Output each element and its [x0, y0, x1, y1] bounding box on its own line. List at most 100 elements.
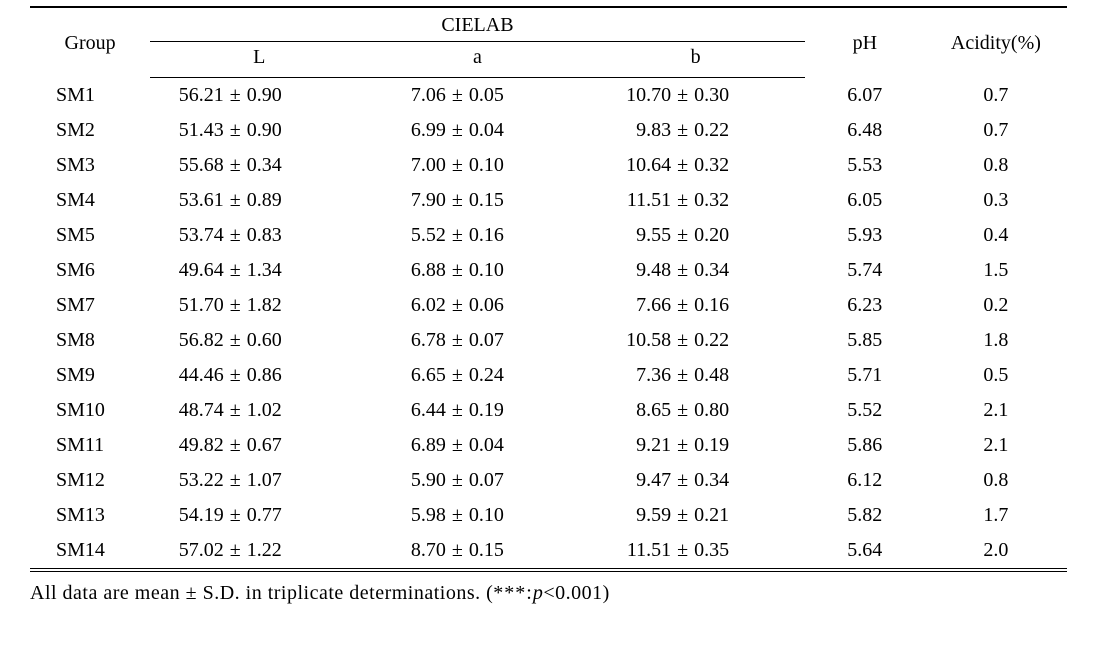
plus-minus-icon: ± — [452, 259, 463, 282]
plus-minus-icon: ± — [677, 119, 688, 142]
table-row: SM251.43±0.906.99±0.049.83±0.226.480.7 — [30, 113, 1067, 148]
cell-L-value: 49.82 — [168, 434, 224, 457]
cell-a: 6.99±0.04 — [368, 113, 586, 148]
plus-minus-icon: ± — [452, 504, 463, 527]
table-row: SM1253.22±1.075.90±0.079.47±0.346.120.8 — [30, 463, 1067, 498]
cell-b: 8.65±0.80 — [587, 393, 805, 428]
cell-L-sd: 1.82 — [247, 294, 303, 317]
cell-b: 9.55±0.20 — [587, 218, 805, 253]
plus-minus-icon: ± — [452, 539, 463, 562]
cell-L-sd: 0.90 — [247, 119, 303, 142]
cell-L: 53.22±1.07 — [150, 463, 368, 498]
plus-minus-icon: ± — [452, 154, 463, 177]
cell-b-sd: 0.30 — [694, 84, 753, 107]
cell-L-value: 53.74 — [168, 224, 224, 247]
cell-a-sd: 0.19 — [469, 399, 521, 422]
cell-group: SM1 — [30, 78, 150, 114]
cell-a-value: 5.98 — [394, 504, 446, 527]
cell-a-value: 6.99 — [394, 119, 446, 142]
cell-a-sd: 0.06 — [469, 294, 521, 317]
plus-minus-icon: ± — [677, 364, 688, 387]
cell-L-sd: 1.34 — [247, 259, 303, 282]
cell-a: 5.98±0.10 — [368, 498, 586, 533]
cell-L-value: 55.68 — [168, 154, 224, 177]
plus-minus-icon: ± — [677, 154, 688, 177]
cell-acidity: 1.5 — [925, 253, 1067, 288]
cell-b: 7.66±0.16 — [587, 288, 805, 323]
cell-b: 9.48±0.34 — [587, 253, 805, 288]
cell-b-value: 10.70 — [613, 84, 672, 107]
cell-a-sd: 0.10 — [469, 154, 521, 177]
cell-L-value: 56.82 — [168, 329, 224, 352]
cell-b: 11.51±0.32 — [587, 183, 805, 218]
footnote-pvar: p — [533, 582, 544, 604]
plus-minus-icon: ± — [452, 364, 463, 387]
cell-ph: 5.85 — [805, 323, 925, 358]
cell-b: 9.47±0.34 — [587, 463, 805, 498]
cell-a: 7.00 ±0.10 — [368, 148, 586, 183]
cell-a-value: 7.00 — [394, 154, 446, 177]
plus-minus-icon: ± — [452, 224, 463, 247]
table-row: SM1149.82±0.676.89±0.049.21±0.195.862.1 — [30, 428, 1067, 463]
cell-acidity: 0.8 — [925, 463, 1067, 498]
plus-minus-icon: ± — [230, 189, 241, 212]
cell-a: 6.44±0.19 — [368, 393, 586, 428]
col-acidity-header: Acidity(%) — [925, 7, 1067, 78]
plus-minus-icon: ± — [230, 154, 241, 177]
col-cielab-header: CIELAB — [150, 7, 805, 42]
cell-L-value: 57.02 — [168, 539, 224, 562]
cell-ph: 5.52 — [805, 393, 925, 428]
cell-L-sd: 0.90 — [247, 84, 303, 107]
cell-b-sd: 0.21 — [694, 504, 753, 527]
plus-minus-icon: ± — [677, 259, 688, 282]
cell-group: SM12 — [30, 463, 150, 498]
cell-L: 56.82±0.60 — [150, 323, 368, 358]
table-row: SM553.74±0.835.52±0.169.55±0.205.930.4 — [30, 218, 1067, 253]
cell-group: SM14 — [30, 533, 150, 570]
data-table: Group CIELAB pH Acidity(%) L a b SM156.2… — [30, 6, 1067, 572]
cell-ph: 5.53 — [805, 148, 925, 183]
cell-L: 56.21±0.90 — [150, 78, 368, 114]
cell-a-value: 7.06 — [394, 84, 446, 107]
cell-b: 10.58±0.22 — [587, 323, 805, 358]
cell-b-value: 9.48 — [613, 259, 672, 282]
cell-b: 10.70±0.30 — [587, 78, 805, 114]
cell-a-sd: 0.24 — [469, 364, 521, 387]
plus-minus-icon: ± — [452, 469, 463, 492]
cell-group: SM10 — [30, 393, 150, 428]
cell-a-sd: 0.15 — [469, 189, 521, 212]
cell-b-value: 7.66 — [613, 294, 672, 317]
cell-a: 7.06±0.05 — [368, 78, 586, 114]
cell-b-value: 9.21 — [613, 434, 672, 457]
cell-a-sd: 0.07 — [469, 329, 521, 352]
cell-a-value: 6.65 — [394, 364, 446, 387]
cell-acidity: 0.3 — [925, 183, 1067, 218]
cell-group: SM9 — [30, 358, 150, 393]
cell-b-value: 9.59 — [613, 504, 672, 527]
cell-acidity: 2.1 — [925, 393, 1067, 428]
cell-L: 53.74±0.83 — [150, 218, 368, 253]
cell-group: SM13 — [30, 498, 150, 533]
cell-a-value: 8.70 — [394, 539, 446, 562]
cell-ph: 5.86 — [805, 428, 925, 463]
cell-b-sd: 0.32 — [694, 154, 753, 177]
cell-acidity: 0.8 — [925, 148, 1067, 183]
cell-ph: 6.23 — [805, 288, 925, 323]
cell-L: 55.68±0.34 — [150, 148, 368, 183]
footnote-tail: <0.001) — [543, 582, 609, 604]
cell-a-sd: 0.10 — [469, 259, 521, 282]
table-header: Group CIELAB pH Acidity(%) L a b — [30, 7, 1067, 78]
cell-b-value: 9.83 — [613, 119, 672, 142]
cell-a: 6.02±0.06 — [368, 288, 586, 323]
table-figure: Group CIELAB pH Acidity(%) L a b SM156.2… — [0, 0, 1097, 655]
plus-minus-icon: ± — [677, 469, 688, 492]
cell-b: 9.21±0.19 — [587, 428, 805, 463]
cell-L-sd: 1.07 — [247, 469, 303, 492]
cell-a: 7.90±0.15 — [368, 183, 586, 218]
cell-acidity: 1.8 — [925, 323, 1067, 358]
table-row: SM453.61±0.897.90±0.1511.51±0.326.050.3 — [30, 183, 1067, 218]
plus-minus-icon: ± — [230, 259, 241, 282]
cell-group: SM3 — [30, 148, 150, 183]
cell-b-value: 8.65 — [613, 399, 672, 422]
plus-minus-icon: ± — [452, 329, 463, 352]
